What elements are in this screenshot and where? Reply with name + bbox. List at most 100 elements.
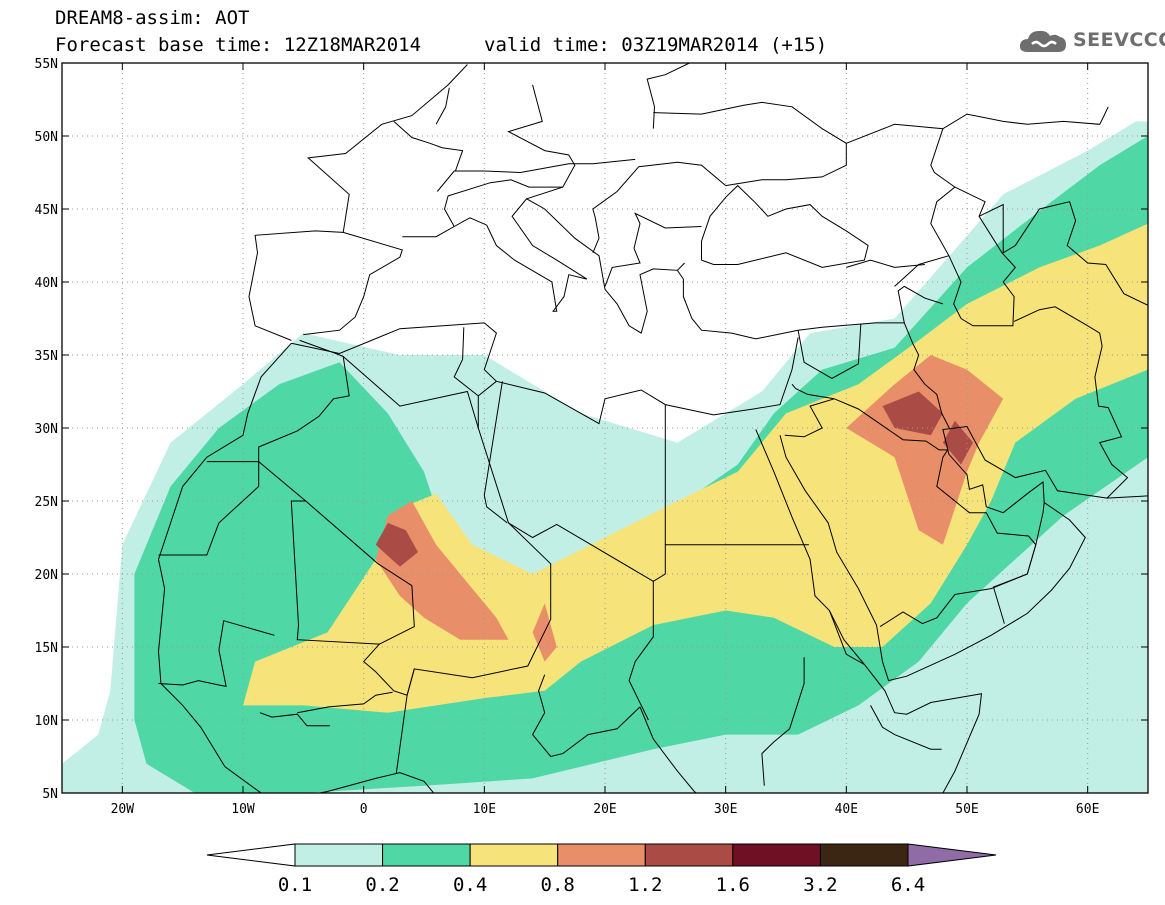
border-line — [258, 461, 415, 645]
border-line — [393, 121, 464, 172]
cloud-icon — [1019, 30, 1066, 52]
aot-region-1.2 — [942, 420, 973, 465]
lon-tick-label: 30E — [714, 802, 737, 817]
lat-tick-label: 20N — [35, 568, 58, 583]
lon-tick-label: 10E — [473, 802, 496, 817]
lat-tick-label: 30N — [35, 422, 58, 437]
colorbar — [206, 843, 997, 867]
lat-tick-label: 5N — [42, 787, 58, 802]
country-borders — [157, 63, 1148, 793]
border-line — [653, 101, 847, 187]
colorbar-upper-extend — [907, 843, 997, 867]
axis-ticks: 55N 50N 45N 40N 35N 30N 25N 20N 15N 10N 5N 20W 10W 0 1… — [35, 57, 1148, 817]
border-line — [930, 186, 1016, 327]
border-line — [784, 383, 835, 438]
lat-tick-label: 50N — [35, 130, 58, 145]
border-line — [158, 651, 435, 793]
border-line — [402, 198, 799, 340]
border-line — [1013, 306, 1129, 499]
border-line — [362, 380, 552, 696]
seevccc-logo: SEEVCCC — [1018, 26, 1165, 54]
border-line — [291, 322, 799, 425]
colorbar-swatch — [819, 843, 909, 867]
border-line — [677, 262, 685, 271]
border-line — [846, 259, 925, 268]
lat-tick-label: 45N — [35, 203, 58, 218]
colorbar-swatch — [382, 843, 471, 867]
lon-tick-label: 60E — [1076, 802, 1099, 817]
valid-time: valid time: 03Z19MAR2014 (+15) — [484, 34, 828, 56]
border-line — [342, 356, 479, 429]
border-line — [755, 429, 983, 793]
border-line — [508, 522, 654, 721]
border-line — [158, 649, 227, 688]
border-line — [436, 158, 636, 192]
border-line — [646, 63, 690, 129]
border-line — [248, 230, 403, 341]
border-line — [761, 657, 805, 786]
border-line — [846, 123, 956, 188]
aot-region-1.2 — [375, 522, 418, 567]
border-line — [435, 87, 450, 125]
colorbar-label: 6.4 — [890, 874, 926, 896]
border-line — [870, 705, 942, 750]
aot-region-1.2 — [882, 391, 943, 436]
colorbar-swatch — [557, 843, 646, 867]
lon-tick-label: 10W — [231, 802, 255, 817]
colorbar-swatch — [732, 843, 821, 867]
border-line — [453, 327, 479, 397]
border-line — [395, 668, 415, 775]
lon-tick-label: 40E — [835, 802, 858, 817]
border-line — [258, 339, 350, 462]
border-line — [903, 322, 951, 430]
border-line — [828, 610, 865, 665]
border-line — [307, 64, 468, 233]
border-line — [894, 255, 950, 287]
border-line — [834, 398, 948, 451]
border-line — [531, 674, 641, 758]
border-line — [942, 106, 1109, 130]
border-line — [1035, 502, 1045, 545]
border-line — [701, 184, 869, 268]
lat-tick-label: 40N — [35, 276, 58, 291]
border-line — [604, 248, 641, 287]
colorbar-label: 3.2 — [803, 874, 838, 896]
colorbar-swatch — [294, 843, 384, 867]
colorbar-label: 0.2 — [365, 874, 400, 896]
border-line — [633, 212, 702, 249]
border-line — [443, 179, 563, 227]
lat-tick-label: 10N — [35, 714, 58, 729]
colorbar-swatch — [644, 843, 734, 867]
lon-tick-label: 50E — [955, 802, 978, 817]
aot-region-0.8 — [846, 355, 1004, 545]
border-line — [639, 706, 698, 793]
lon-tick-label: 20E — [593, 802, 616, 817]
colorbar-label: 1.2 — [628, 874, 663, 896]
lon-tick-label: 0 — [360, 802, 368, 817]
border-line — [507, 84, 576, 200]
border-line — [158, 461, 260, 556]
border-line — [157, 342, 292, 652]
border-line — [592, 161, 727, 253]
colorbar-label: 0.1 — [277, 874, 313, 896]
border-line — [978, 201, 1148, 306]
lon-tick-label: 20W — [111, 802, 135, 817]
border-line — [218, 620, 275, 650]
aot-contours — [62, 121, 1148, 793]
logo-text: SEEVCCC — [1073, 29, 1165, 51]
lat-tick-label: 15N — [35, 641, 58, 656]
colorbar-label: 1.6 — [715, 874, 751, 896]
forecast-base-time: Forecast base time: 12Z18MAR2014 — [55, 34, 422, 56]
colorbar-label: 0.4 — [452, 874, 488, 896]
colorbar-label: 0.8 — [540, 874, 575, 896]
border-line — [259, 712, 330, 727]
border-line — [992, 544, 1037, 624]
map-title: DREAM8-assim: AOT — [55, 7, 250, 29]
colorbar-lower-extend — [206, 843, 296, 867]
lat-tick-label: 35N — [35, 349, 58, 364]
border-line — [797, 324, 862, 379]
lat-tick-label: 55N — [35, 57, 58, 72]
border-line — [779, 425, 1148, 682]
lat-tick-label: 25N — [35, 495, 58, 510]
